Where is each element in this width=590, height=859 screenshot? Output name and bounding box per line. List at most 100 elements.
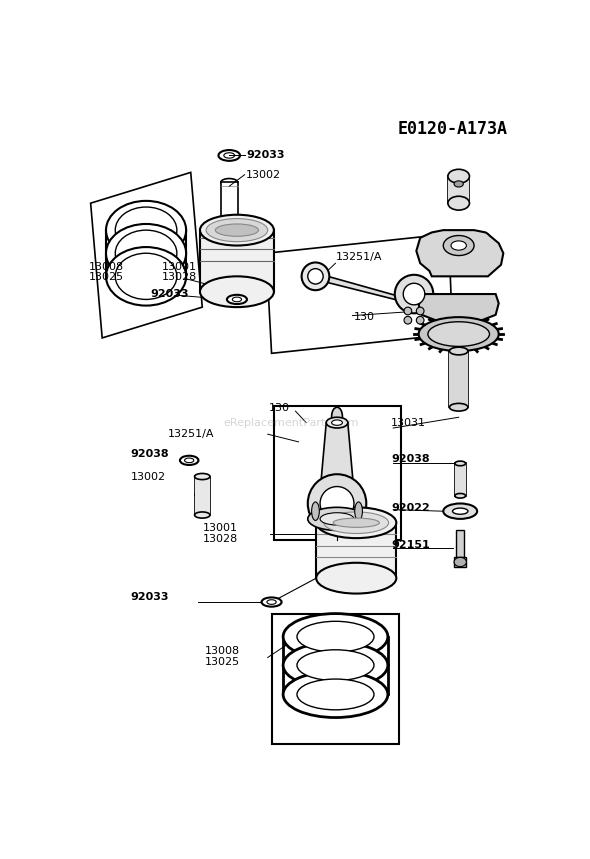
Ellipse shape — [221, 179, 238, 186]
Ellipse shape — [180, 456, 198, 465]
Text: 13028: 13028 — [203, 534, 238, 544]
Ellipse shape — [221, 217, 238, 225]
Text: eReplacementParts.com: eReplacementParts.com — [223, 417, 359, 428]
Text: 130: 130 — [269, 403, 290, 413]
Ellipse shape — [453, 509, 468, 515]
Text: 13251/A: 13251/A — [336, 252, 382, 262]
Polygon shape — [91, 173, 202, 338]
Ellipse shape — [312, 502, 319, 521]
Ellipse shape — [115, 253, 177, 300]
Text: 13251/A: 13251/A — [168, 430, 214, 439]
Ellipse shape — [316, 563, 396, 594]
Ellipse shape — [185, 458, 194, 463]
Text: 92038: 92038 — [391, 454, 430, 464]
Bar — [450, 351, 468, 407]
Ellipse shape — [283, 613, 388, 660]
Ellipse shape — [297, 649, 374, 680]
Ellipse shape — [106, 247, 186, 306]
Bar — [221, 182, 238, 221]
Ellipse shape — [200, 215, 274, 246]
Ellipse shape — [297, 621, 374, 652]
Ellipse shape — [232, 297, 241, 302]
Text: 13001: 13001 — [203, 523, 238, 533]
Text: 13002: 13002 — [130, 472, 166, 482]
Ellipse shape — [283, 642, 388, 688]
Ellipse shape — [115, 207, 177, 253]
Ellipse shape — [428, 322, 490, 346]
Polygon shape — [316, 523, 396, 578]
Polygon shape — [320, 423, 354, 492]
Ellipse shape — [320, 513, 354, 525]
Ellipse shape — [355, 502, 362, 521]
Bar — [271, 613, 399, 745]
Ellipse shape — [404, 308, 412, 315]
Ellipse shape — [301, 263, 329, 290]
Ellipse shape — [283, 672, 388, 717]
Ellipse shape — [106, 224, 186, 283]
Text: 92033: 92033 — [150, 289, 189, 299]
Ellipse shape — [443, 235, 474, 255]
Ellipse shape — [395, 275, 433, 314]
Ellipse shape — [195, 512, 210, 518]
Ellipse shape — [316, 508, 396, 538]
Text: 130: 130 — [354, 312, 375, 322]
Bar — [455, 464, 466, 496]
Ellipse shape — [308, 508, 366, 530]
Ellipse shape — [218, 150, 240, 161]
Ellipse shape — [451, 241, 466, 250]
Ellipse shape — [450, 404, 468, 411]
Text: 92038: 92038 — [130, 449, 169, 460]
Text: 13008: 13008 — [89, 262, 124, 272]
Ellipse shape — [326, 417, 348, 428]
Ellipse shape — [261, 597, 281, 606]
Bar — [457, 530, 464, 557]
Ellipse shape — [106, 201, 186, 259]
Polygon shape — [303, 277, 410, 300]
Polygon shape — [200, 230, 274, 292]
Polygon shape — [419, 294, 499, 320]
Text: 13025: 13025 — [205, 657, 240, 667]
Bar — [274, 405, 401, 540]
Ellipse shape — [443, 503, 477, 519]
Ellipse shape — [455, 461, 466, 466]
Bar — [454, 557, 466, 567]
Ellipse shape — [455, 493, 466, 498]
Ellipse shape — [403, 283, 425, 305]
Ellipse shape — [448, 169, 470, 183]
Text: 13001: 13001 — [162, 262, 196, 272]
Ellipse shape — [417, 316, 424, 324]
Text: 92151: 92151 — [391, 540, 430, 550]
Ellipse shape — [206, 218, 268, 241]
Ellipse shape — [308, 474, 366, 533]
Ellipse shape — [115, 230, 177, 277]
Ellipse shape — [227, 295, 247, 304]
Ellipse shape — [215, 224, 258, 236]
Ellipse shape — [224, 153, 235, 158]
Text: E0120-A173A: E0120-A173A — [398, 120, 507, 138]
Ellipse shape — [297, 679, 374, 710]
Text: 13028: 13028 — [162, 272, 196, 282]
Text: 13025: 13025 — [89, 272, 124, 282]
Polygon shape — [266, 234, 453, 353]
Ellipse shape — [320, 486, 354, 521]
Ellipse shape — [267, 600, 276, 605]
Ellipse shape — [332, 407, 342, 426]
Polygon shape — [417, 230, 503, 277]
Text: 92033: 92033 — [130, 593, 169, 602]
Ellipse shape — [200, 277, 274, 308]
Text: 92022: 92022 — [391, 503, 430, 513]
Ellipse shape — [419, 317, 499, 351]
Ellipse shape — [333, 518, 379, 527]
Ellipse shape — [417, 308, 424, 315]
Ellipse shape — [324, 512, 389, 533]
Ellipse shape — [448, 196, 470, 210]
Ellipse shape — [308, 269, 323, 284]
Ellipse shape — [454, 557, 466, 567]
Ellipse shape — [195, 473, 210, 479]
Text: 92033: 92033 — [246, 150, 284, 161]
Text: 13002: 13002 — [246, 170, 281, 180]
Text: 13008: 13008 — [205, 646, 240, 656]
Bar — [195, 477, 210, 515]
Ellipse shape — [404, 316, 412, 324]
Ellipse shape — [450, 347, 468, 355]
